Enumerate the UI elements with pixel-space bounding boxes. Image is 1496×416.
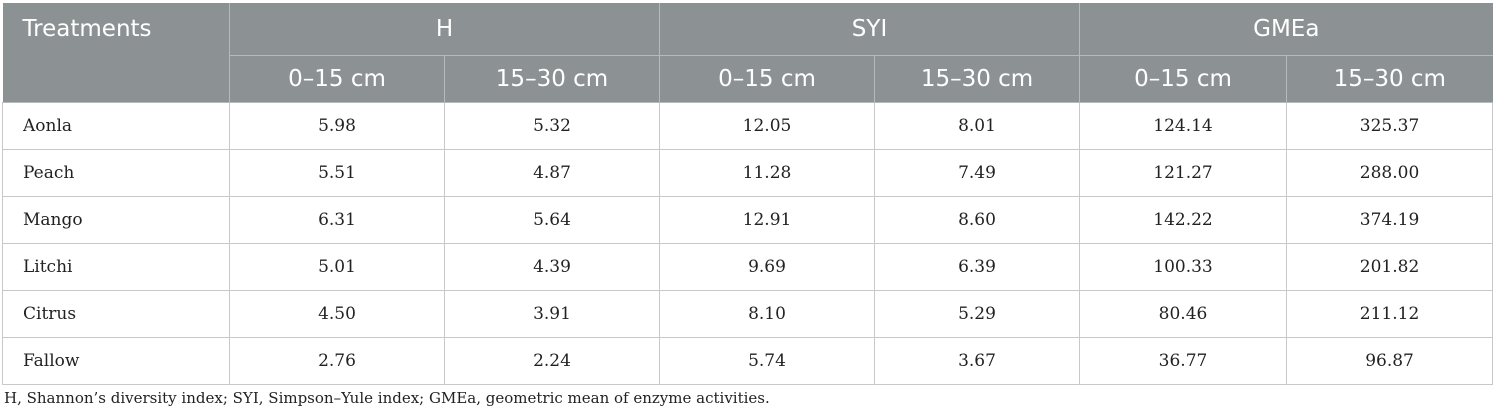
table-cell: 124.14 — [1079, 102, 1287, 150]
table-cell: 7.49 — [874, 149, 1080, 197]
table-cell: 211.12 — [1286, 290, 1494, 338]
table-cell: 121.27 — [1079, 149, 1287, 197]
table-cell: 2.24 — [443, 337, 660, 385]
table-cell: 142.22 — [1079, 196, 1287, 244]
table-cell: 5.29 — [874, 290, 1080, 338]
table-cell: 5.98 — [229, 102, 445, 150]
row-name: Aonla — [2, 102, 230, 150]
table-cell: 4.50 — [229, 290, 445, 338]
header-depth: 15–30 cm — [1286, 55, 1493, 103]
table-cell: 80.46 — [1079, 290, 1287, 338]
table-cell: 4.87 — [443, 149, 660, 197]
table-cell: 5.51 — [229, 149, 445, 197]
table-cell: 6.31 — [229, 196, 445, 244]
table-cell: 6.39 — [874, 243, 1080, 291]
table-cell: 201.82 — [1286, 243, 1494, 291]
table-cell: 8.10 — [659, 290, 875, 338]
header-row-groups: Treatments H SYI GMEa — [2, 3, 1493, 103]
row-name: Citrus — [2, 290, 230, 338]
row-name: Fallow — [2, 337, 230, 385]
row-name: Mango — [2, 196, 230, 244]
header-treatments: Treatments — [2, 3, 230, 103]
table-row: Citrus 4.50 3.91 8.10 5.29 80.46 211.12 — [2, 290, 1494, 338]
table-cell: 100.33 — [1079, 243, 1287, 291]
table-row: Fallow 2.76 2.24 5.74 3.67 36.77 96.87 — [2, 337, 1494, 385]
table-cell: 3.91 — [443, 290, 660, 338]
table-row: Mango 6.31 5.64 12.91 8.60 142.22 374.19 — [2, 196, 1494, 244]
row-name: Peach — [2, 149, 230, 197]
table-cell: 11.28 — [659, 149, 875, 197]
table-cell: 3.67 — [874, 337, 1080, 385]
header-group-h: H — [228, 3, 660, 56]
header-group-syi: SYI — [659, 3, 1080, 56]
row-name: Litchi — [2, 243, 230, 291]
table-cell: 374.19 — [1286, 196, 1494, 244]
header-group-gmea: GMEa — [1079, 3, 1493, 56]
table-cell: 12.05 — [659, 102, 875, 150]
table-cell: 12.91 — [659, 196, 875, 244]
table-cell: 8.01 — [874, 102, 1080, 150]
table-cell: 96.87 — [1286, 337, 1494, 385]
table-cell: 5.01 — [229, 243, 445, 291]
header-depth: 15–30 cm — [443, 55, 660, 103]
table-row: Peach 5.51 4.87 11.28 7.49 121.27 288.00 — [2, 149, 1494, 197]
header-depth: 0–15 cm — [229, 55, 445, 103]
table-footnote: H, Shannon’s diversity index; SYI, Simps… — [4, 389, 770, 407]
table-cell: 2.76 — [229, 337, 445, 385]
header-depth: 0–15 cm — [659, 55, 875, 103]
table-row: Aonla 5.98 5.32 12.05 8.01 124.14 325.37 — [2, 102, 1494, 150]
header-row-depths: 0–15 cm 15–30 cm 0–15 cm 15–30 cm 0–15 c… — [3, 55, 1493, 103]
table-cell: 5.64 — [443, 196, 660, 244]
table-cell: 288.00 — [1286, 149, 1494, 197]
table-cell: 36.77 — [1079, 337, 1287, 385]
table-cell: 5.32 — [443, 102, 660, 150]
header-depth: 15–30 cm — [874, 55, 1080, 103]
table-cell: 8.60 — [874, 196, 1080, 244]
data-table-container: Treatments H SYI GMEa 0–15 cm 15–30 cm 0… — [2, 3, 1494, 385]
table-cell: 9.69 — [659, 243, 875, 291]
table-cell: 5.74 — [659, 337, 875, 385]
table-cell: 325.37 — [1286, 102, 1494, 150]
table-row: Litchi 5.01 4.39 9.69 6.39 100.33 201.82 — [2, 243, 1494, 291]
header-depth: 0–15 cm — [1079, 55, 1287, 103]
table-cell: 4.39 — [443, 243, 660, 291]
data-table: Treatments H SYI GMEa 0–15 cm 15–30 cm 0… — [2, 3, 1494, 385]
